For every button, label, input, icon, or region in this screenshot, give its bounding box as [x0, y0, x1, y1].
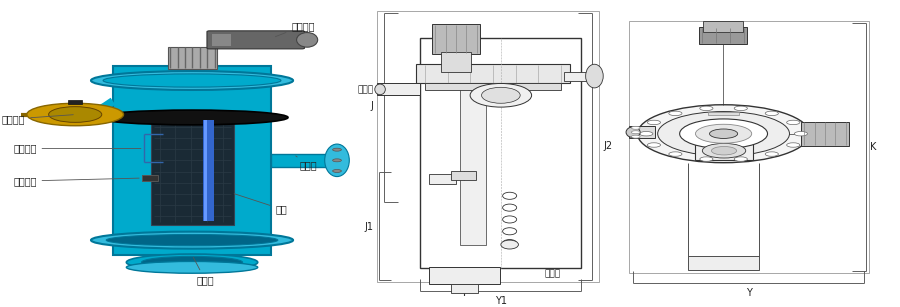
- Text: J: J: [370, 101, 373, 111]
- Bar: [801, 122, 850, 146]
- Bar: [168, 47, 217, 69]
- Text: Y1: Y1: [495, 296, 507, 306]
- Text: 压差开关: 压差开关: [13, 176, 140, 186]
- Ellipse shape: [126, 254, 257, 270]
- Bar: [150, 116, 234, 225]
- Ellipse shape: [126, 262, 257, 273]
- Circle shape: [787, 120, 800, 125]
- Bar: [451, 285, 478, 293]
- Circle shape: [765, 111, 778, 116]
- Circle shape: [680, 119, 768, 149]
- Text: K: K: [870, 142, 877, 152]
- Circle shape: [700, 157, 713, 161]
- Text: 电力马达: 电力马达: [275, 21, 315, 37]
- Text: 出水口: 出水口: [296, 156, 317, 170]
- Bar: [416, 64, 570, 84]
- Bar: [801, 128, 810, 140]
- Ellipse shape: [482, 87, 520, 103]
- Bar: [142, 174, 157, 181]
- Text: 出水口: 出水口: [358, 85, 374, 94]
- Ellipse shape: [333, 159, 341, 162]
- Circle shape: [658, 111, 789, 156]
- Bar: [429, 267, 500, 285]
- Bar: [629, 21, 868, 273]
- Text: 滤网: 滤网: [234, 194, 287, 214]
- Circle shape: [647, 143, 661, 147]
- Ellipse shape: [27, 103, 123, 126]
- Ellipse shape: [91, 71, 293, 90]
- Circle shape: [702, 143, 746, 158]
- Bar: [420, 38, 581, 268]
- Circle shape: [696, 124, 752, 143]
- Bar: [451, 171, 476, 180]
- Ellipse shape: [333, 148, 341, 151]
- Circle shape: [700, 106, 713, 111]
- Bar: [704, 21, 742, 32]
- Bar: [441, 52, 472, 72]
- Bar: [271, 154, 328, 167]
- Bar: [212, 34, 230, 46]
- Circle shape: [734, 106, 747, 111]
- Text: 控制管路: 控制管路: [13, 143, 141, 154]
- Bar: [699, 27, 747, 44]
- Ellipse shape: [141, 256, 243, 268]
- Bar: [696, 141, 752, 160]
- Ellipse shape: [91, 231, 293, 249]
- Bar: [68, 100, 82, 104]
- Bar: [637, 129, 655, 135]
- Text: J1: J1: [364, 222, 373, 232]
- Ellipse shape: [586, 64, 603, 88]
- Bar: [113, 66, 271, 255]
- Ellipse shape: [106, 235, 278, 246]
- Bar: [376, 11, 598, 282]
- FancyBboxPatch shape: [207, 31, 304, 49]
- Circle shape: [795, 131, 807, 136]
- Circle shape: [709, 129, 738, 138]
- Bar: [203, 120, 214, 221]
- Ellipse shape: [49, 107, 102, 122]
- Bar: [425, 83, 561, 90]
- Text: 排污开关: 排污开关: [2, 114, 73, 124]
- Bar: [713, 152, 734, 156]
- Circle shape: [631, 126, 640, 129]
- Text: 入水口: 入水口: [544, 270, 561, 279]
- Bar: [429, 174, 455, 184]
- Circle shape: [669, 152, 682, 156]
- Circle shape: [647, 120, 661, 125]
- Bar: [376, 84, 420, 95]
- Ellipse shape: [501, 240, 518, 249]
- Circle shape: [712, 146, 736, 155]
- Ellipse shape: [104, 74, 281, 87]
- Text: J2: J2: [603, 141, 612, 151]
- Circle shape: [631, 135, 640, 138]
- Bar: [629, 126, 655, 138]
- Bar: [707, 112, 740, 115]
- Ellipse shape: [96, 110, 288, 125]
- Circle shape: [787, 143, 800, 147]
- Bar: [460, 88, 486, 245]
- Bar: [688, 256, 759, 270]
- Circle shape: [631, 131, 640, 134]
- Bar: [204, 120, 207, 221]
- Circle shape: [640, 131, 652, 136]
- Circle shape: [669, 111, 682, 116]
- Ellipse shape: [470, 84, 532, 107]
- Ellipse shape: [325, 144, 349, 177]
- Bar: [563, 72, 598, 80]
- Text: 入水口: 入水口: [194, 257, 214, 285]
- Text: Y: Y: [746, 288, 751, 298]
- Circle shape: [734, 157, 747, 161]
- Ellipse shape: [333, 169, 341, 173]
- Ellipse shape: [297, 33, 318, 47]
- Circle shape: [637, 105, 810, 163]
- Ellipse shape: [374, 84, 385, 95]
- Bar: [432, 24, 481, 54]
- Ellipse shape: [626, 127, 640, 138]
- Circle shape: [765, 152, 778, 156]
